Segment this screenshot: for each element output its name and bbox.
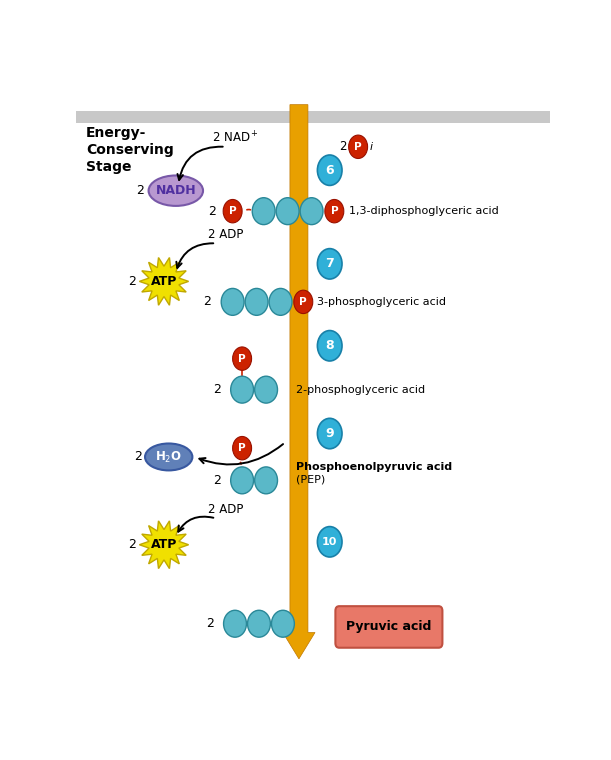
Ellipse shape <box>300 198 323 225</box>
Text: ATP: ATP <box>151 275 177 288</box>
Circle shape <box>325 199 344 223</box>
Text: 2: 2 <box>208 204 216 217</box>
Text: 2: 2 <box>134 451 142 464</box>
Ellipse shape <box>245 288 268 315</box>
Text: (PEP): (PEP) <box>296 474 325 484</box>
Ellipse shape <box>145 444 192 470</box>
Text: P: P <box>299 297 307 307</box>
Circle shape <box>317 331 342 361</box>
Circle shape <box>233 347 252 370</box>
Text: 3-phosphoglyceric acid: 3-phosphoglyceric acid <box>318 297 447 307</box>
Text: H$_2$O: H$_2$O <box>155 449 182 464</box>
Text: 7: 7 <box>325 258 334 271</box>
Text: Phosphoenolpyruvic acid: Phosphoenolpyruvic acid <box>296 463 452 473</box>
Text: P: P <box>238 353 246 363</box>
Ellipse shape <box>148 176 203 206</box>
Circle shape <box>317 155 342 185</box>
Text: Energy-
Conserving
Stage: Energy- Conserving Stage <box>86 126 174 174</box>
Ellipse shape <box>221 288 244 315</box>
Ellipse shape <box>271 610 295 637</box>
Circle shape <box>294 290 313 314</box>
Circle shape <box>223 199 242 223</box>
FancyBboxPatch shape <box>335 606 442 648</box>
Text: 2: 2 <box>128 275 136 288</box>
Text: 2: 2 <box>128 538 136 551</box>
Text: NADH: NADH <box>156 184 196 197</box>
Text: 2: 2 <box>203 296 211 309</box>
Ellipse shape <box>255 376 277 403</box>
Ellipse shape <box>224 610 246 637</box>
Polygon shape <box>139 521 189 568</box>
Circle shape <box>317 249 342 279</box>
Text: 2 NAD$^+$: 2 NAD$^+$ <box>211 131 258 146</box>
Text: 2 ADP: 2 ADP <box>208 503 243 516</box>
Polygon shape <box>139 258 189 306</box>
Circle shape <box>317 527 342 557</box>
Text: 8: 8 <box>326 339 334 353</box>
Ellipse shape <box>247 610 271 637</box>
Ellipse shape <box>231 467 254 494</box>
Text: 2: 2 <box>136 184 144 197</box>
FancyArrow shape <box>283 105 315 659</box>
Text: P: P <box>331 206 338 216</box>
Text: 2: 2 <box>206 617 214 630</box>
Text: 2: 2 <box>213 383 221 396</box>
Text: 2: 2 <box>338 141 346 154</box>
Text: 9: 9 <box>326 427 334 440</box>
Circle shape <box>233 436 252 460</box>
Ellipse shape <box>255 467 277 494</box>
Text: 1,3-diphosphoglyceric acid: 1,3-diphosphoglyceric acid <box>348 206 499 216</box>
Text: 6: 6 <box>326 163 334 177</box>
Text: 2: 2 <box>213 473 221 487</box>
Ellipse shape <box>231 376 254 403</box>
Bar <box>76 110 550 123</box>
Text: P: P <box>238 443 246 453</box>
Text: P: P <box>354 142 362 152</box>
Text: 2 ADP: 2 ADP <box>208 228 243 241</box>
Circle shape <box>317 418 342 448</box>
Ellipse shape <box>276 198 299 225</box>
Circle shape <box>349 135 368 159</box>
Text: Pyruvic acid: Pyruvic acid <box>346 620 431 633</box>
Ellipse shape <box>269 288 292 315</box>
Text: ATP: ATP <box>151 538 177 551</box>
Text: 2-phosphoglyceric acid: 2-phosphoglyceric acid <box>296 385 425 394</box>
Text: 10: 10 <box>322 537 337 546</box>
Ellipse shape <box>252 198 275 225</box>
Text: P: P <box>229 206 236 216</box>
Text: i: i <box>370 142 373 152</box>
